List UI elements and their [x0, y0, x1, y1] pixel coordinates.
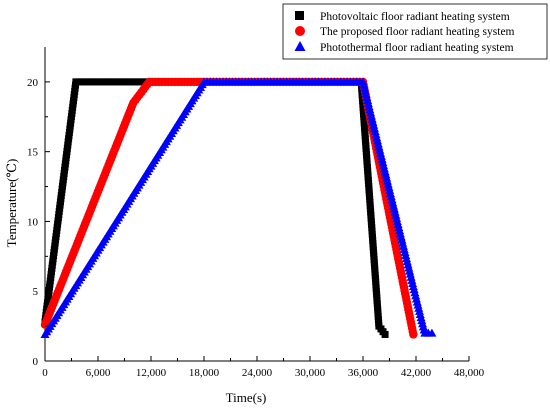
legend-label-proposed: The proposed floor radiant heating syste…: [320, 26, 515, 38]
y-tick-label: 15: [27, 147, 39, 159]
y-tick-label: 0: [33, 356, 39, 368]
legend-square-marker: [295, 11, 304, 20]
x-tick-label: 48,000: [454, 367, 485, 379]
y-axis-title: Temperature(℃): [4, 159, 19, 248]
legend-circle-marker: [295, 26, 305, 36]
data-point-square: [381, 330, 389, 338]
legend-label-photothermal: Photothermal floor radiant heating syste…: [320, 42, 514, 54]
y-tick-label: 20: [27, 77, 39, 89]
legend-entry-photovoltaic: Photovoltaic floor radiant heating syste…: [295, 11, 510, 23]
legend-triangle-marker: [294, 41, 306, 51]
x-tick-label: 18,000: [189, 367, 220, 379]
x-tick-label: 24,000: [242, 367, 273, 379]
x-tick-label: 6,000: [86, 367, 111, 379]
y-tick-label: 5: [33, 286, 39, 298]
x-tick-label: 42,000: [401, 367, 432, 379]
legend-entry-photothermal: Photothermal floor radiant heating syste…: [294, 41, 514, 54]
y-tick-label: 10: [27, 216, 39, 228]
data-point-triangle: [427, 328, 437, 337]
series-circle: [40, 77, 418, 339]
x-tick-label: 30,000: [295, 367, 326, 379]
x-tick-label: 12,000: [136, 367, 167, 379]
x-tick-label: 0: [42, 367, 48, 379]
x-tick-label: 36,000: [348, 367, 379, 379]
x-axis-ticks: 0 6,000 12,000 18,000 24,000 30,000 36,000 42,0…: [42, 356, 485, 379]
data-point-circle: [409, 330, 418, 339]
legend-entry-proposed: The proposed floor radiant heating syste…: [295, 26, 515, 38]
legend-frame: [282, 3, 548, 60]
x-axis-title: Time(s): [226, 390, 267, 405]
y-axis-ticks: 0 5 10 15 20: [27, 77, 50, 368]
series-triangle: [40, 77, 437, 338]
legend: Photovoltaic floor radiant heating syste…: [282, 3, 548, 60]
series-layer: [40, 77, 437, 339]
legend-label-photovoltaic: Photovoltaic floor radiant heating syste…: [320, 11, 510, 23]
